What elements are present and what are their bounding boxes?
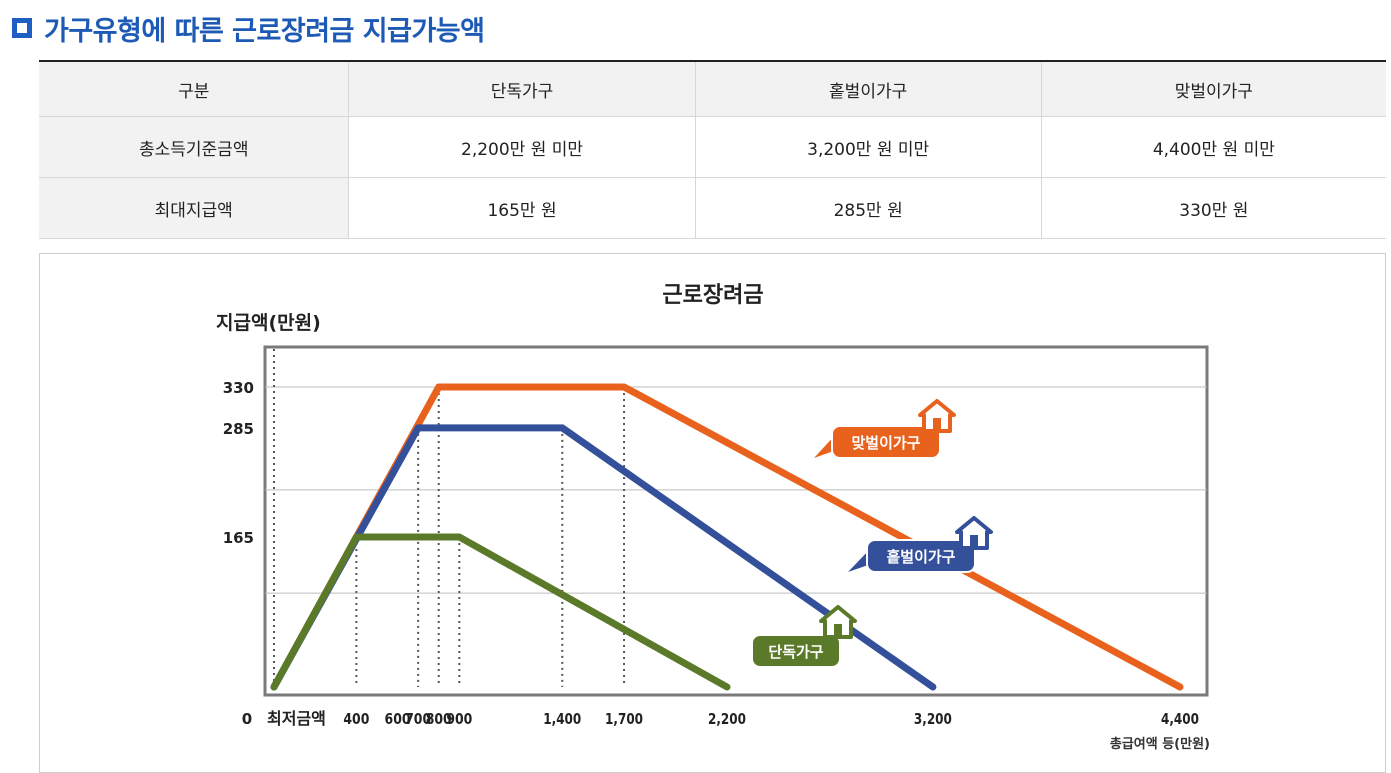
legend-bubble bbox=[751, 634, 841, 668]
legend-label: 홑벌이가구 bbox=[886, 548, 955, 566]
x-tick-label: 2,200 bbox=[708, 710, 746, 728]
legend-label: 단독가구 bbox=[768, 643, 823, 661]
x-tick-label: 400 bbox=[343, 710, 369, 728]
header-category: 구분 bbox=[39, 61, 349, 117]
chart-title: 근로장려금 bbox=[662, 283, 763, 308]
eligibility-table: 구분 단독가구 홑벌이가구 맞벌이가구 총소득기준금액 2,200만 원 미만 … bbox=[39, 60, 1386, 239]
table-cell: 285만 원 bbox=[694, 177, 1042, 239]
legend-label: 맞벌이가구 bbox=[851, 434, 920, 452]
y-tick-label: 285 bbox=[223, 420, 254, 438]
header-dual-earner: 맞벌이가구 bbox=[1040, 61, 1386, 117]
y-tick-label: 165 bbox=[223, 529, 254, 547]
y-tick-label: 330 bbox=[223, 379, 254, 397]
series-line-0 bbox=[270, 533, 731, 691]
legend-bubble bbox=[831, 425, 941, 459]
origin-label: 0 bbox=[242, 710, 252, 728]
x-tick-label: 1,400 bbox=[543, 710, 581, 728]
house-icon bbox=[918, 399, 956, 433]
row-label: 최대지급액 bbox=[39, 177, 349, 239]
x-tick-label: 700 bbox=[405, 710, 431, 728]
x-tick-label: 1,700 bbox=[605, 710, 643, 728]
table-row: 총소득기준금액 2,200만 원 미만 3,200만 원 미만 4,400만 원… bbox=[39, 116, 1386, 178]
min-wage-label: 최저금액 bbox=[267, 709, 326, 728]
table-row: 최대지급액 165만 원 285만 원 330만 원 bbox=[39, 177, 1386, 239]
header-single: 단독가구 bbox=[348, 61, 696, 117]
x-tick-label: 3,200 bbox=[914, 710, 952, 728]
row-label: 총소득기준금액 bbox=[39, 116, 349, 178]
house-icon bbox=[955, 516, 993, 550]
x-axis-label: 총급여액 등(만원) bbox=[1110, 736, 1210, 752]
table-cell: 4,400만 원 미만 bbox=[1040, 116, 1386, 178]
y-axis-label: 지급액(만원) bbox=[216, 312, 321, 334]
plot-frame bbox=[263, 345, 1209, 697]
x-tick-label: 800 bbox=[426, 710, 452, 728]
x-tick-label: 4,400 bbox=[1161, 710, 1199, 728]
house-door bbox=[834, 624, 842, 637]
header-single-earner: 홑벌이가구 bbox=[694, 61, 1042, 117]
heading-text: 가구유형에 따른 근로장려금 지급가능액 bbox=[44, 15, 485, 47]
table-header-row: 구분 단독가구 홑벌이가구 맞벌이가구 bbox=[39, 61, 1386, 117]
table-cell: 2,200만 원 미만 bbox=[348, 116, 696, 178]
house-door bbox=[970, 535, 978, 548]
table-cell: 3,200만 원 미만 bbox=[694, 116, 1042, 178]
house-door bbox=[933, 418, 941, 431]
legend-bubble bbox=[866, 539, 976, 573]
section-heading: 가구유형에 따른 근로장려금 지급가능액 bbox=[12, 8, 485, 48]
square-bullet-icon bbox=[12, 18, 32, 38]
x-tick-label: 900 bbox=[446, 710, 472, 728]
house-icon bbox=[819, 605, 857, 639]
x-tick-label: 600 bbox=[385, 710, 411, 728]
table-cell: 330만 원 bbox=[1040, 177, 1386, 239]
table-cell: 165만 원 bbox=[348, 177, 696, 239]
